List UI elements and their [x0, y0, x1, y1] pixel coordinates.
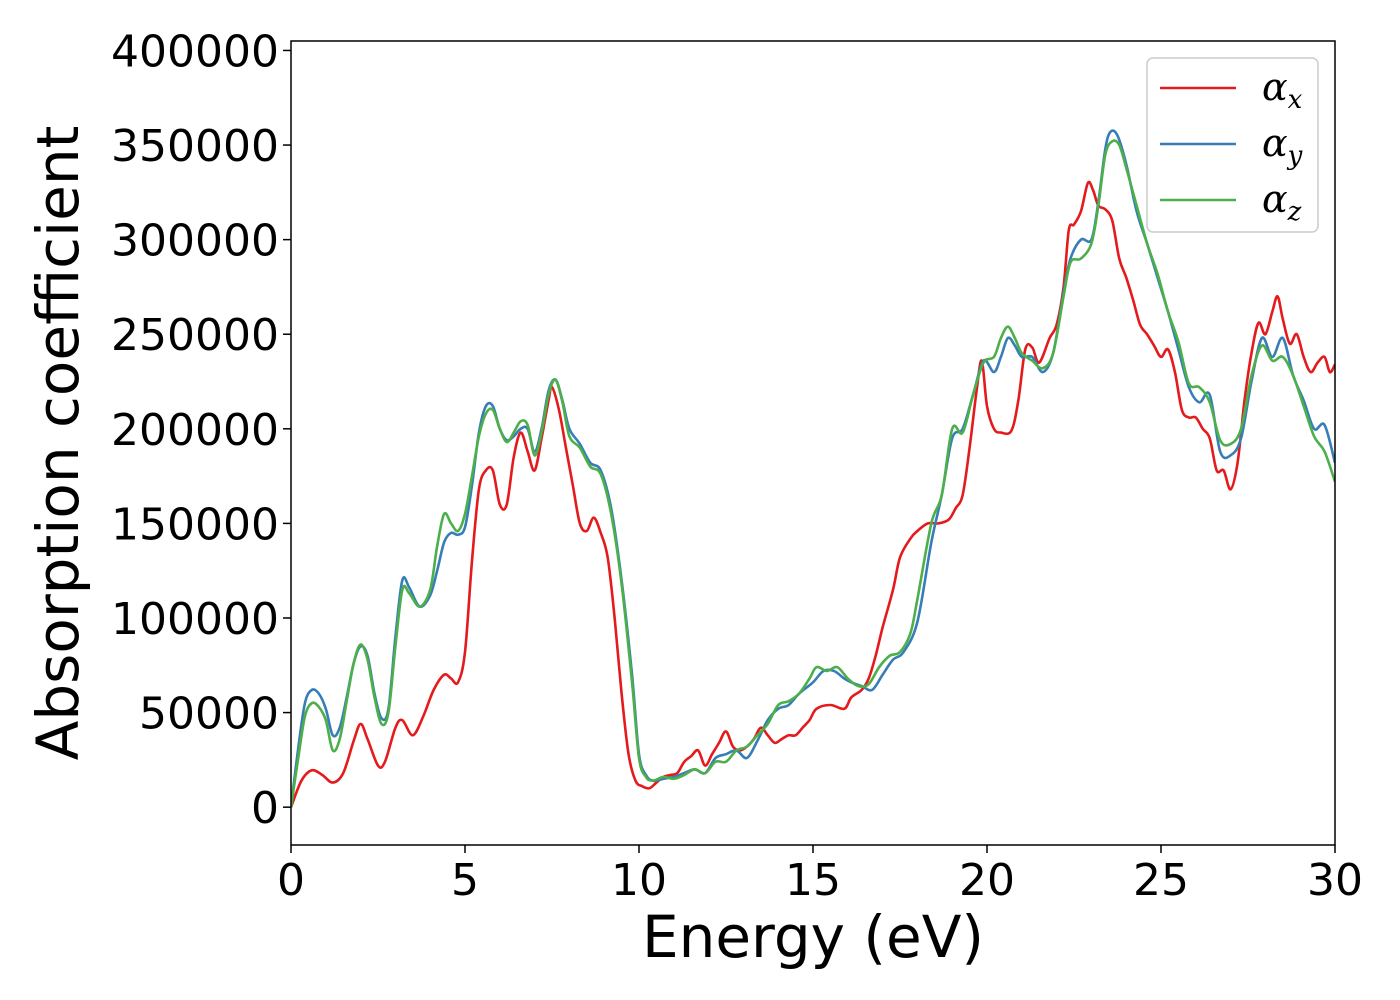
series-layer [291, 129, 1335, 808]
legend-label-z: αz [1262, 177, 1302, 227]
y-tick-label: 300000 [111, 216, 279, 267]
x-tick-label: 20 [959, 855, 1015, 906]
legend-label-x: αx [1262, 65, 1303, 115]
y-tick-label: 50000 [139, 689, 279, 740]
legend-subscript: y [1287, 141, 1303, 171]
legend-label-y: αy [1262, 121, 1303, 171]
y-axis-ticks: 0 50000 100000 150000 200000 250000 300000 3500… [111, 26, 291, 834]
y-tick-label: 350000 [111, 121, 279, 172]
y-tick-label: 250000 [111, 310, 279, 361]
legend-alpha: α [1262, 65, 1288, 109]
x-tick-label: 25 [1133, 855, 1189, 906]
y-tick-label: 200000 [111, 405, 279, 456]
series-line-z [291, 139, 1335, 808]
x-tick-label: 15 [785, 855, 841, 906]
y-tick-label: 400000 [111, 26, 279, 77]
x-axis-title: Energy (eV) [642, 903, 984, 971]
y-tick-label: 100000 [111, 594, 279, 645]
y-tick-label: 150000 [111, 499, 279, 550]
x-tick-label: 5 [451, 855, 479, 906]
x-tick-label: 10 [611, 855, 667, 906]
legend-alpha: α [1262, 121, 1288, 165]
y-axis-title: Absorption coefficient [24, 126, 92, 761]
x-tick-label: 0 [277, 855, 305, 906]
x-axis-ticks: 0 5 10 15 20 25 30 [277, 845, 1363, 906]
y-tick-label: 0 [251, 783, 279, 834]
legend-subscript: z [1287, 197, 1302, 227]
series-line-x [291, 180, 1335, 808]
legend-subscript: x [1288, 85, 1303, 115]
x-tick-label: 30 [1307, 855, 1363, 906]
legend-alpha: α [1262, 177, 1288, 221]
